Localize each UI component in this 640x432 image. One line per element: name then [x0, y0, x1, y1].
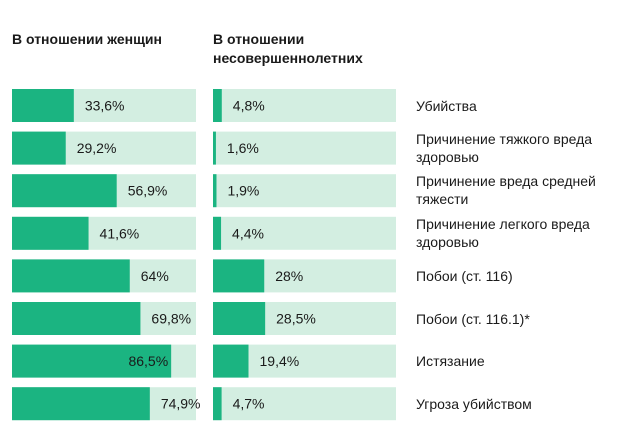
- bar: [12, 387, 150, 421]
- data-label: 41,6%: [100, 225, 140, 241]
- data-label: 33,6%: [85, 98, 125, 114]
- data-label: 86,5%: [128, 353, 168, 369]
- header-minors: В отношении несовершеннолетних: [213, 31, 363, 66]
- data-label: 1,9%: [227, 183, 259, 199]
- category-label: Побои (ст. 116): [416, 267, 513, 284]
- header-women: В отношении женщин: [12, 31, 162, 47]
- data-label: 4,8%: [233, 98, 265, 114]
- bar: [12, 216, 89, 250]
- data-label: 69,8%: [151, 311, 191, 327]
- category-label: Побои (ст. 116.1)*: [416, 310, 530, 327]
- bar-track: [213, 174, 396, 208]
- category-label: Причинение тяжкого вреда здоровью: [416, 130, 593, 165]
- category-label: Убийства: [416, 97, 477, 114]
- bar: [213, 216, 222, 250]
- bar: [213, 344, 249, 378]
- bar: [213, 259, 265, 293]
- data-label: 28,5%: [276, 311, 316, 327]
- data-label: 29,2%: [77, 140, 117, 156]
- category-label: Истязание: [416, 353, 485, 370]
- bar: [12, 174, 117, 208]
- bar: [213, 302, 266, 335]
- bar-track: [213, 216, 396, 250]
- bar: [12, 259, 130, 293]
- data-label: 1,6%: [227, 140, 259, 156]
- bar: [213, 174, 217, 208]
- data-label: 4,4%: [232, 225, 264, 241]
- data-label: 74,9%: [161, 396, 201, 412]
- bar-track: [213, 89, 396, 122]
- bar-track: [213, 387, 396, 421]
- bar: [213, 131, 216, 165]
- data-label: 28%: [275, 268, 303, 284]
- bar: [213, 89, 222, 122]
- bar: [12, 302, 141, 335]
- data-label: 64%: [141, 268, 169, 284]
- category-label: Причинение вреда средней тяжести: [416, 173, 596, 208]
- bar: [213, 387, 222, 421]
- data-label: 56,9%: [128, 183, 168, 199]
- category-label: Угроза убийством: [416, 395, 532, 412]
- category-label: Причинение легкого вреда здоровью: [416, 215, 590, 250]
- data-label: 4,7%: [233, 396, 265, 412]
- bar: [12, 131, 66, 165]
- bar: [12, 344, 172, 378]
- data-label: 19,4%: [260, 353, 300, 369]
- bar: [12, 89, 74, 122]
- bar-track: [213, 131, 396, 165]
